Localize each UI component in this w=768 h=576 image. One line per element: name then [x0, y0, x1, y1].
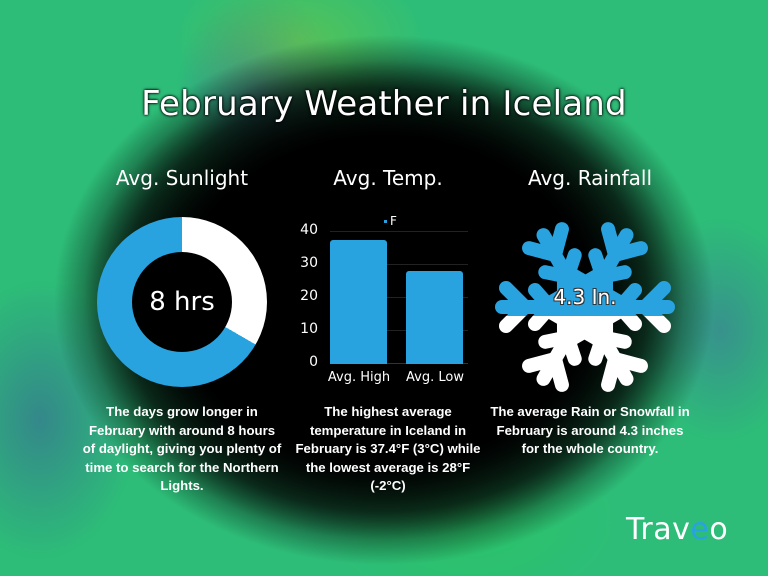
gridline [330, 264, 468, 265]
x-axis [330, 363, 468, 364]
page-title: February Weather in Iceland [141, 84, 627, 124]
x-label-high: Avg. High [327, 370, 391, 385]
legend-label: F [390, 214, 397, 228]
y-tick: 20 [300, 288, 318, 304]
legend-swatch [384, 220, 387, 223]
sunlight-heading: Avg. Sunlight [115, 166, 249, 190]
logo-accent-letter: e [690, 512, 710, 547]
sunlight-value: 8 hrs [132, 252, 232, 352]
bar-avg-high [330, 240, 387, 364]
x-label-low: Avg. Low [406, 370, 464, 385]
sunlight-donut-chart: 8 hrs [97, 217, 267, 387]
y-tick: 10 [300, 321, 318, 337]
logo-text: Trav [626, 512, 691, 547]
chart-legend: F [384, 214, 397, 228]
temp-bar-chart: F 40 30 20 10 0 Avg. High Avg. Low [296, 212, 472, 394]
rainfall-heading: Avg. Rainfall [527, 166, 653, 190]
rainfall-description: The average Rain or Snowfall in February… [490, 404, 690, 456]
sunlight-description: The days grow longer in February with ar… [82, 404, 282, 493]
bar-avg-low [406, 271, 463, 364]
snowflake-icon: 4.3 In. [490, 212, 680, 402]
y-tick: 30 [300, 255, 318, 271]
y-tick: 0 [309, 354, 318, 370]
traveo-logo: Traveo [626, 512, 728, 547]
temp-heading: Avg. Temp. [333, 166, 443, 190]
y-tick: 40 [300, 222, 318, 238]
rainfall-value: 4.3 In. [553, 285, 617, 309]
gridline [330, 297, 468, 298]
temp-description: The highest average temperature in Icela… [295, 404, 481, 493]
gridline [330, 231, 468, 232]
gridline [330, 330, 468, 331]
logo-text-end: o [709, 512, 729, 547]
